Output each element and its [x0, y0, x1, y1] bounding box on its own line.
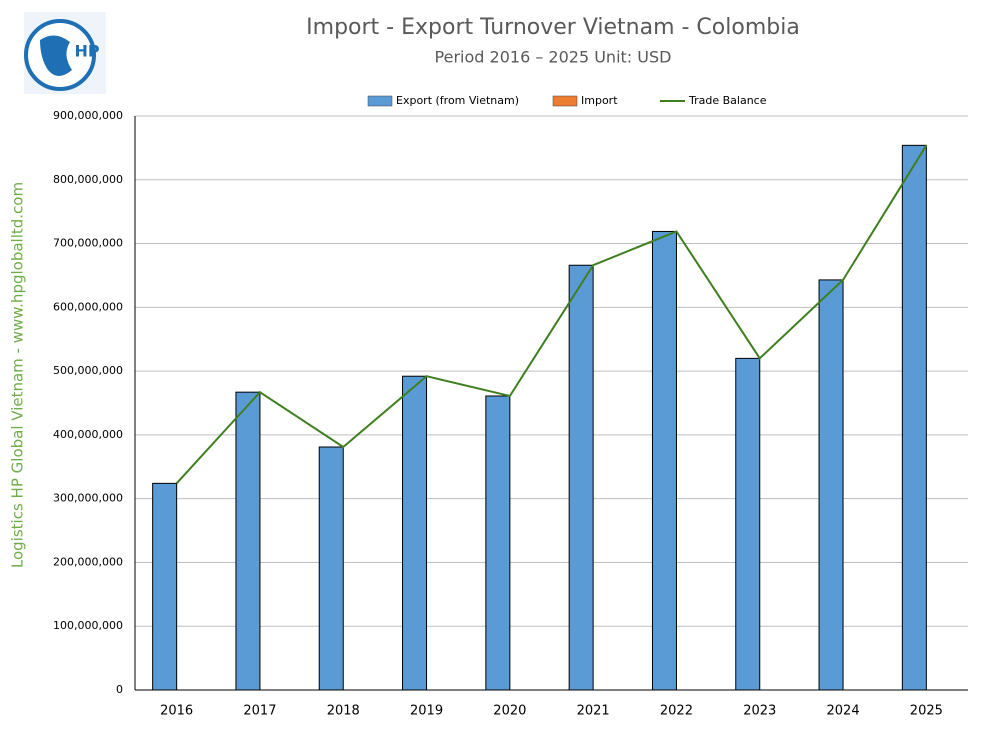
trade-line [175, 144, 928, 485]
x-tick-label: 2016 [160, 704, 193, 719]
legend-label: Import [581, 94, 618, 107]
chart-title: Import - Export Turnover Vietnam - Colom… [306, 15, 800, 40]
side-text: Logistics HP Global Vietnam - www.hpglob… [9, 182, 27, 568]
logo: HP [24, 12, 106, 94]
chart-subtitle: Period 2016 – 2025 Unit: USD [435, 48, 672, 67]
x-tick-label: 2018 [327, 704, 360, 719]
x-tick-label: 2020 [493, 704, 526, 719]
legend-label: Export (from Vietnam) [396, 94, 519, 107]
y-tick-label: 800,000,000 [53, 173, 123, 186]
bar [818, 279, 844, 691]
legend-label: Trade Balance [688, 94, 767, 107]
y-tick-label: 300,000,000 [53, 492, 123, 505]
y-tick-label: 0 [116, 683, 123, 696]
bar [901, 144, 927, 691]
x-tick-label: 2023 [743, 704, 776, 719]
logo-land [40, 35, 72, 76]
y-tick-label: 500,000,000 [53, 364, 123, 377]
x-tick-label: 2017 [243, 704, 276, 719]
y-tick-label: 100,000,000 [53, 619, 123, 632]
x-tick-label: 2021 [577, 704, 610, 719]
y-tick-label: 700,000,000 [53, 237, 123, 250]
bar [485, 395, 511, 691]
bar [152, 482, 178, 691]
y-tick-label: 900,000,000 [53, 109, 123, 122]
bar [235, 391, 261, 691]
y-tick-label: 600,000,000 [53, 300, 123, 313]
bar [651, 230, 677, 691]
bar [568, 264, 594, 691]
bar [735, 357, 761, 691]
y-tick-label: 200,000,000 [53, 555, 123, 568]
logo-text: HP [74, 42, 99, 61]
legend-swatch [552, 95, 578, 107]
bar [318, 446, 344, 691]
x-tick-label: 2024 [827, 704, 860, 719]
x-tick-label: 2025 [910, 704, 943, 719]
bar [402, 375, 428, 691]
x-tick-label: 2019 [410, 704, 443, 719]
x-tick-label: 2022 [660, 704, 693, 719]
y-tick-label: 400,000,000 [53, 428, 123, 441]
legend-swatch [367, 95, 393, 107]
